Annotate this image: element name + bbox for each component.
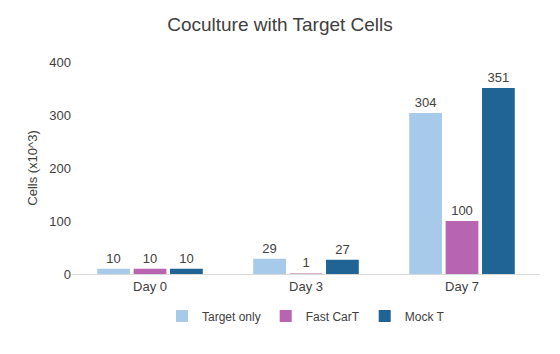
svg-text:304: 304 (415, 95, 437, 110)
svg-text:351: 351 (488, 70, 510, 85)
svg-text:10: 10 (106, 251, 120, 266)
svg-text:Coculture with Target Cells: Coculture with Target Cells (167, 14, 393, 35)
svg-text:0: 0 (64, 267, 71, 282)
svg-text:200: 200 (49, 161, 71, 176)
svg-text:Cells (x10^3): Cells (x10^3) (25, 130, 40, 205)
svg-text:Target only: Target only (202, 310, 261, 324)
svg-text:Day 0: Day 0 (133, 279, 167, 294)
svg-text:10: 10 (179, 251, 193, 266)
svg-text:1: 1 (302, 255, 309, 270)
svg-text:27: 27 (335, 242, 349, 257)
svg-text:400: 400 (49, 55, 71, 70)
svg-text:Day 3: Day 3 (289, 279, 323, 294)
svg-text:10: 10 (143, 251, 157, 266)
svg-text:100: 100 (49, 214, 71, 229)
svg-text:29: 29 (262, 241, 276, 256)
svg-text:100: 100 (451, 203, 473, 218)
svg-text:Day 7: Day 7 (445, 279, 479, 294)
svg-text:Mock T: Mock T (405, 310, 445, 324)
svg-text:Fast CarT: Fast CarT (306, 310, 360, 324)
svg-text:300: 300 (49, 108, 71, 123)
